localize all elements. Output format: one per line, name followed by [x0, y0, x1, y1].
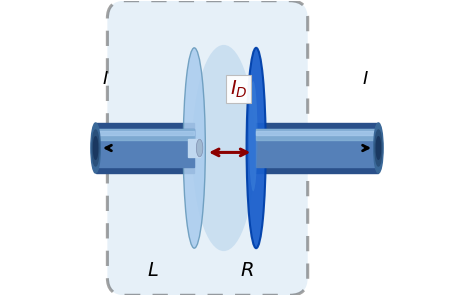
Ellipse shape — [196, 139, 203, 157]
Text: $L$: $L$ — [147, 261, 159, 280]
Ellipse shape — [91, 123, 100, 173]
Ellipse shape — [192, 45, 255, 251]
Ellipse shape — [375, 130, 382, 166]
Bar — [96, 129, 194, 167]
Text: $I_D$: $I_D$ — [230, 78, 247, 100]
Ellipse shape — [92, 130, 99, 166]
Bar — [256, 123, 378, 173]
Ellipse shape — [249, 81, 257, 191]
Bar — [96, 123, 194, 173]
Text: $R$: $R$ — [240, 261, 254, 280]
Ellipse shape — [183, 48, 205, 248]
Bar — [256, 129, 378, 167]
Bar — [256, 131, 378, 136]
Bar — [188, 139, 200, 157]
Bar — [256, 129, 378, 141]
Ellipse shape — [376, 137, 381, 159]
Ellipse shape — [93, 137, 98, 159]
Text: $I$: $I$ — [102, 70, 109, 88]
Text: $I$: $I$ — [362, 70, 369, 88]
Bar — [96, 131, 194, 136]
Ellipse shape — [374, 123, 383, 173]
Bar — [96, 129, 194, 141]
Ellipse shape — [246, 48, 266, 248]
FancyBboxPatch shape — [108, 1, 308, 295]
